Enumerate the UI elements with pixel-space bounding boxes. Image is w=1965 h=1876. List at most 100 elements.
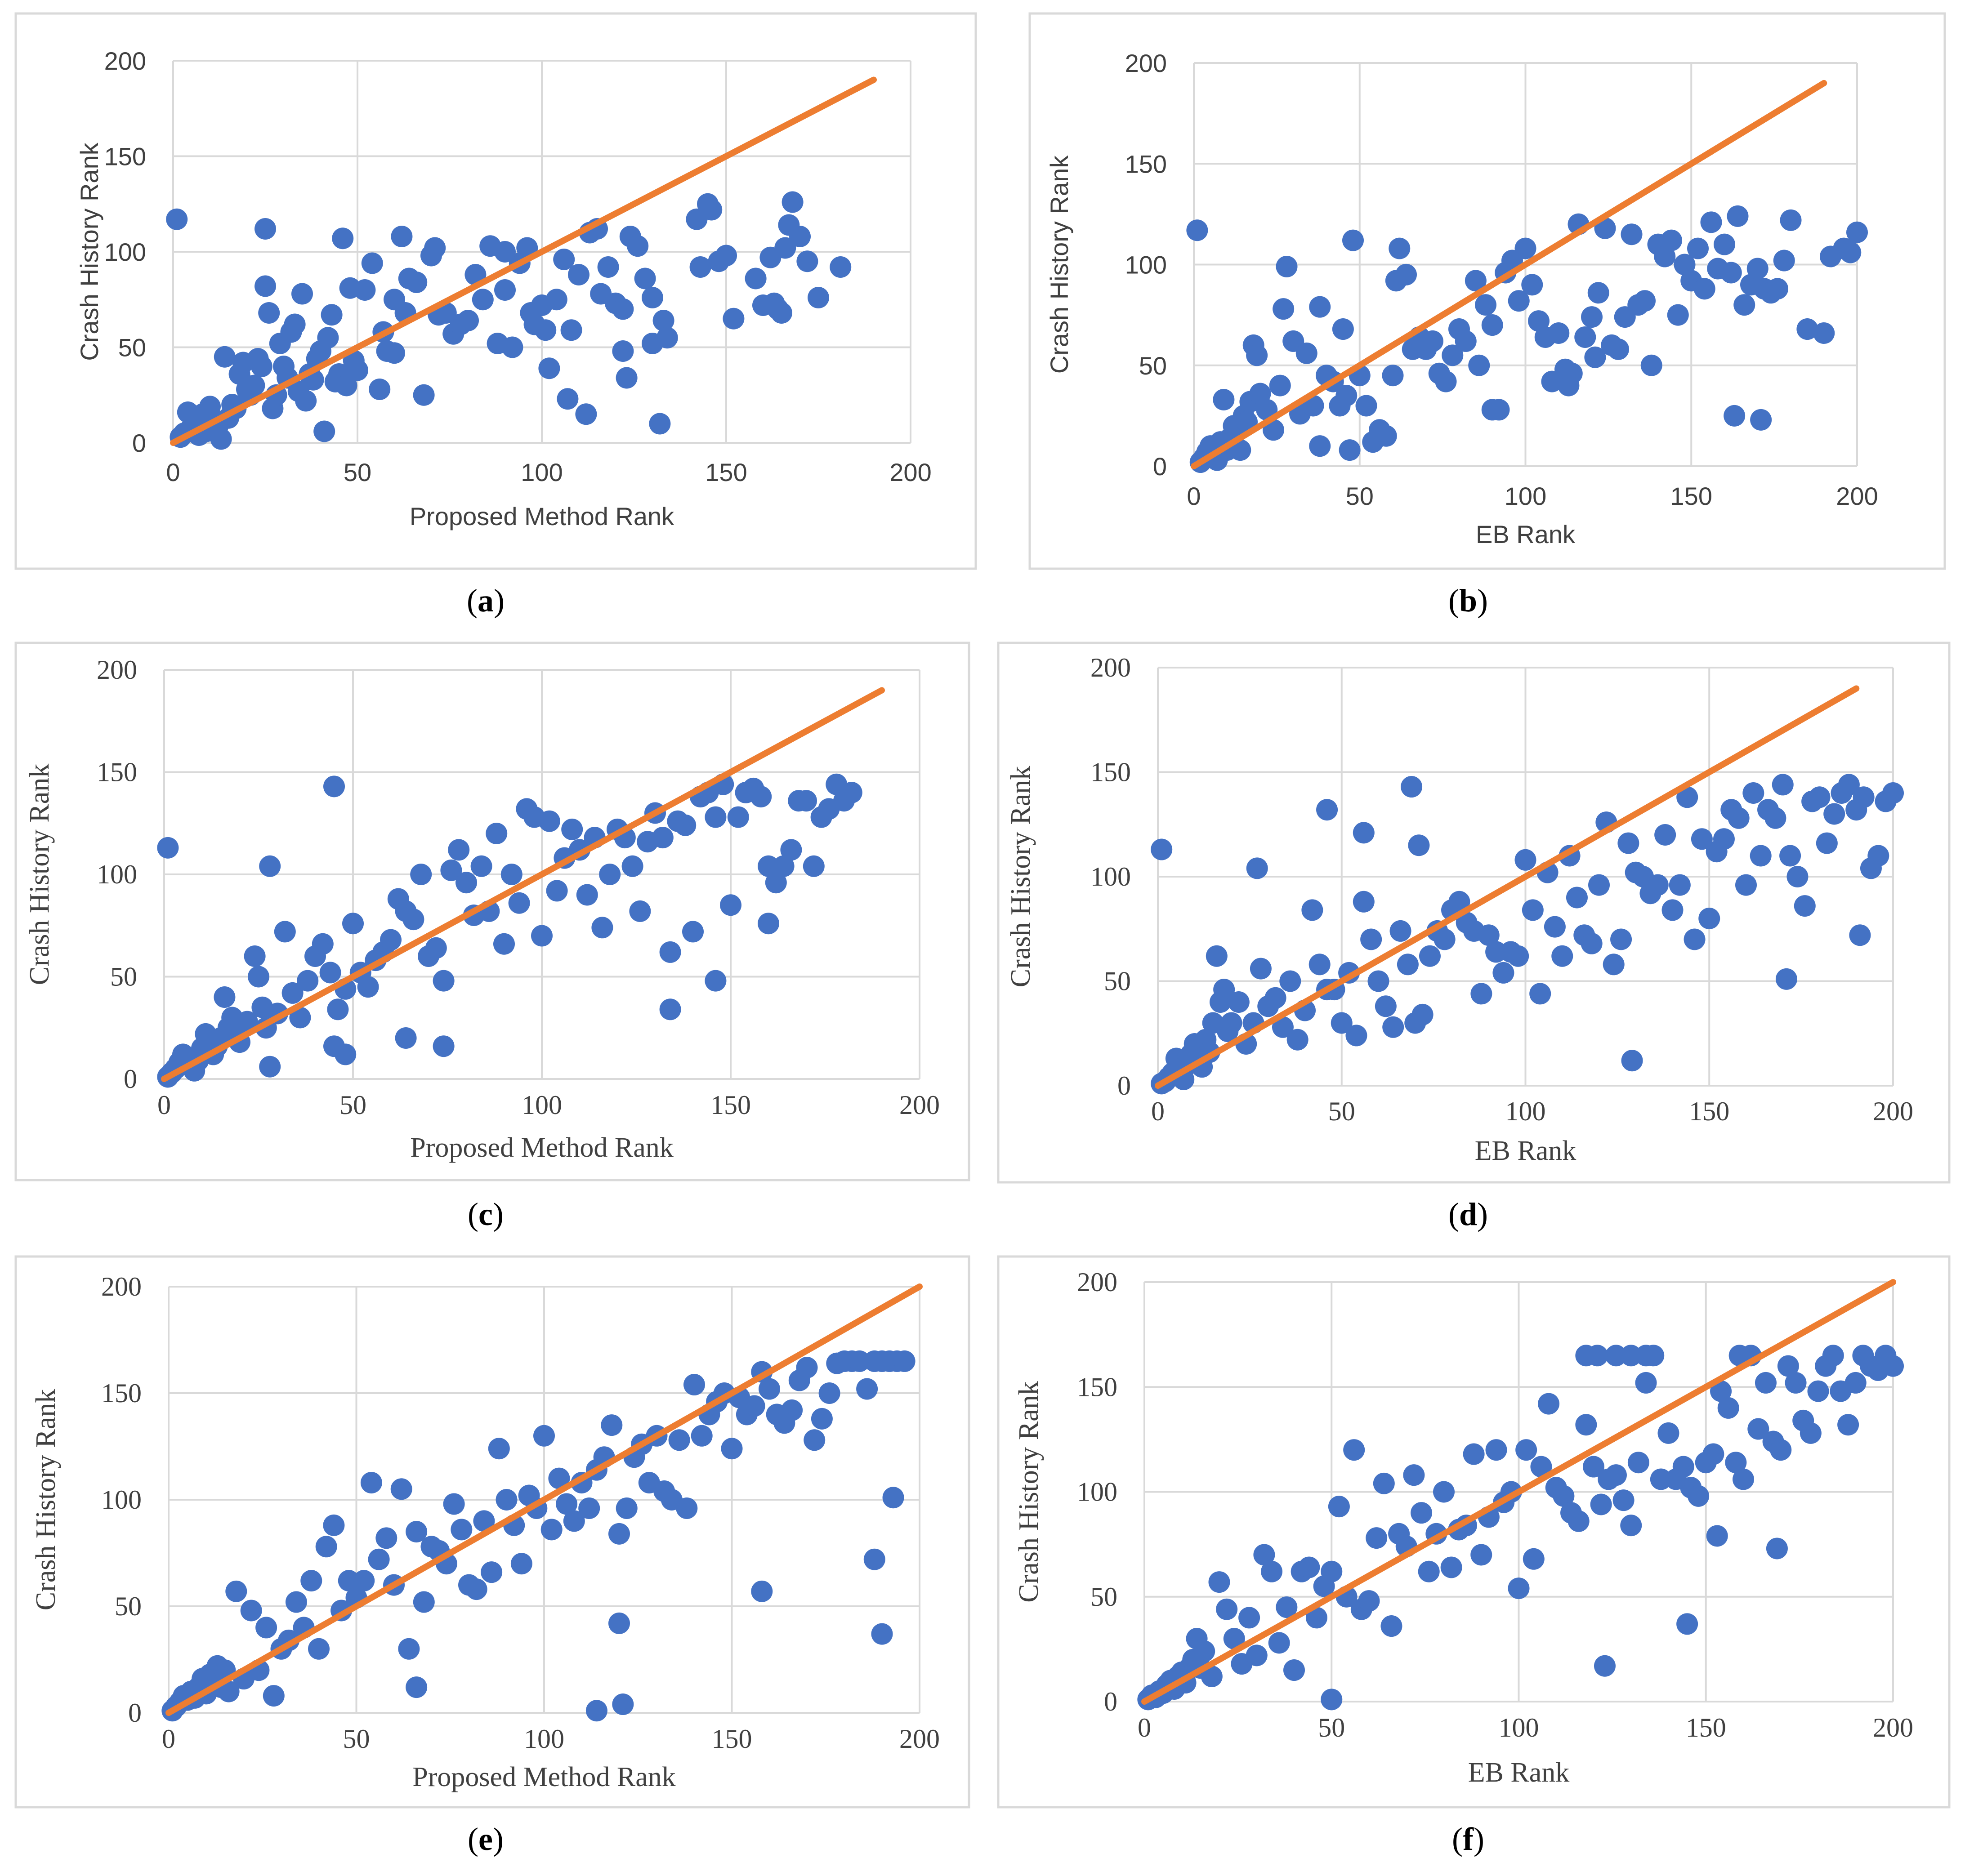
data-point [1785, 1372, 1807, 1394]
x-tick-label: 200 [899, 1724, 940, 1754]
data-point [1309, 435, 1331, 457]
data-point [338, 1570, 360, 1592]
data-point [501, 336, 523, 358]
data-point [1530, 1456, 1552, 1478]
x-tick-label: 200 [889, 458, 931, 486]
data-point [1223, 1628, 1245, 1650]
data-point [236, 1011, 258, 1033]
x-axis-title: Proposed Method Rank [412, 1762, 676, 1792]
x-tick-label: 150 [710, 1090, 751, 1120]
data-point [493, 933, 515, 955]
data-point [1717, 1397, 1739, 1419]
data-point [652, 310, 674, 331]
data-point [1250, 958, 1272, 980]
caption-close-paren: ) [1477, 583, 1488, 619]
data-point [1684, 928, 1706, 950]
data-point [1481, 399, 1503, 421]
data-point [1728, 807, 1750, 829]
panel-caption: (d) [1448, 1196, 1488, 1232]
data-point [1617, 832, 1639, 854]
x-tick-label: 200 [1873, 1096, 1913, 1126]
data-point [1770, 1439, 1792, 1461]
data-point [1724, 405, 1746, 427]
panel-caption: (b) [1448, 583, 1488, 619]
x-tick-label: 0 [157, 1090, 171, 1120]
data-point [818, 1382, 840, 1404]
data-point [1375, 995, 1397, 1017]
data-point [796, 250, 818, 272]
y-tick-label: 150 [1090, 758, 1131, 787]
data-point [568, 264, 590, 285]
data-point [274, 921, 296, 943]
data-point [545, 289, 567, 311]
x-tick-label: 50 [1346, 482, 1374, 510]
data-point [1746, 258, 1768, 280]
data-point [390, 1478, 412, 1500]
data-point [1272, 1016, 1294, 1038]
data-point [1408, 834, 1430, 856]
data-point [342, 913, 364, 935]
x-tick-label: 0 [162, 1724, 175, 1754]
data-point [773, 855, 795, 877]
data-point [1581, 932, 1603, 954]
data-point [727, 806, 749, 828]
data-point [1720, 262, 1742, 284]
y-axis-title: Crash History Rank [1014, 1381, 1044, 1603]
data-point [1674, 254, 1696, 276]
data-point [295, 390, 317, 412]
data-point [705, 970, 727, 992]
y-tick-label: 150 [104, 143, 146, 171]
data-point [157, 837, 179, 859]
data-point [1485, 1439, 1507, 1461]
data-point [1594, 1655, 1616, 1677]
data-point [871, 1623, 893, 1645]
data-point [472, 289, 494, 311]
data-point [1411, 1003, 1434, 1025]
data-point [1767, 278, 1788, 300]
data-point [323, 1514, 345, 1536]
data-point [1702, 1443, 1724, 1465]
data-point [1397, 954, 1419, 976]
caption-letter: e [478, 1821, 493, 1857]
data-point [1375, 425, 1397, 447]
data-point [243, 374, 265, 397]
data-point [410, 864, 432, 885]
y-axis-title: Crash History Rank [31, 1389, 61, 1611]
data-point [1253, 1544, 1275, 1566]
reference-line-y-equals-x [161, 687, 885, 1082]
data-point [510, 1553, 532, 1575]
data-point [701, 199, 723, 221]
data-point [668, 1429, 690, 1451]
y-tick-label: 200 [1125, 49, 1167, 77]
data-point [360, 1472, 382, 1494]
data-point [347, 359, 368, 381]
data-point [1316, 799, 1338, 821]
data-point [1807, 1380, 1829, 1402]
data-point [391, 226, 413, 247]
data-point [1698, 908, 1720, 929]
data-point [608, 1612, 630, 1634]
data-point [1551, 945, 1573, 967]
data-point [893, 1350, 916, 1372]
x-tick-label: 100 [524, 1724, 564, 1754]
data-point [315, 1536, 337, 1558]
data-point [1389, 237, 1411, 259]
data-point [406, 1521, 428, 1543]
caption-close-paren: ) [493, 1821, 504, 1857]
data-point [1298, 1556, 1320, 1578]
data-point [263, 1685, 285, 1707]
data-point [494, 279, 516, 301]
caption-open-paren: ( [468, 1821, 478, 1857]
data-point [433, 970, 455, 992]
data-point [1440, 1556, 1462, 1578]
data-point [1816, 832, 1838, 854]
data-point [1283, 1659, 1305, 1681]
chart-panel-f: 0 50 100 150 200 0 50 100 150 200 EB Rank Crash His… [997, 1255, 1951, 1857]
data-point [259, 1056, 281, 1078]
data-point [1581, 306, 1603, 328]
data-point [616, 367, 638, 389]
data-point [1755, 1372, 1777, 1394]
caption-open-paren: ( [468, 1196, 478, 1232]
data-point [1419, 945, 1441, 967]
data-point [612, 1693, 634, 1716]
